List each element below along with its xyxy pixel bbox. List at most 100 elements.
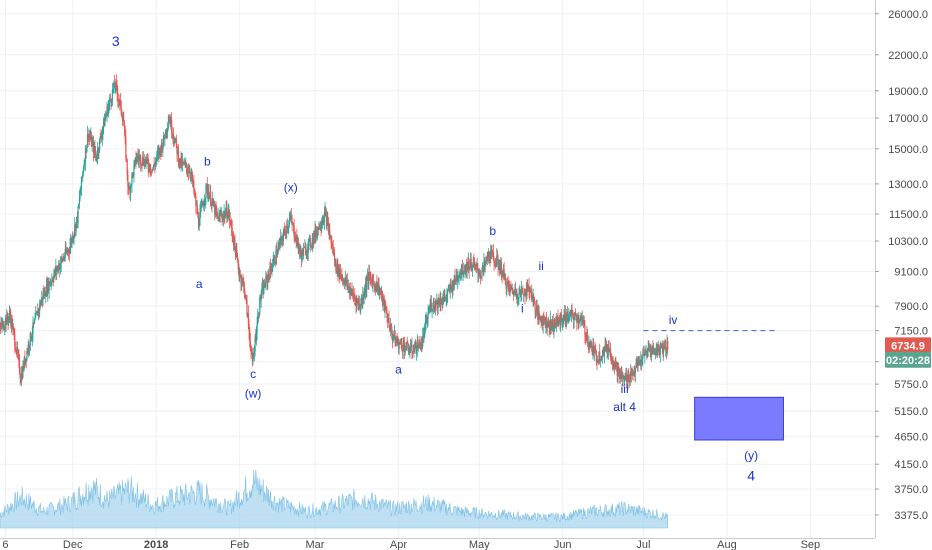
candle-body: [556, 316, 558, 318]
candle-body: [665, 347, 667, 349]
candle-body: [424, 326, 426, 337]
candle-body: [62, 257, 64, 261]
candle-body: [167, 122, 169, 129]
candle-body: [134, 157, 136, 161]
candle-body: [609, 348, 612, 357]
candle-body: [157, 150, 159, 154]
candle-body: [111, 100, 113, 103]
candle-body: [448, 287, 450, 290]
candle-body: [633, 371, 635, 374]
candle-body: [247, 313, 249, 324]
candle-body: [140, 164, 142, 166]
candle-body: [185, 163, 188, 168]
candle-body: [201, 202, 204, 205]
candle-body: [627, 371, 629, 383]
candle-body: [70, 240, 72, 244]
candle-body: [454, 275, 456, 281]
candle-body: [529, 291, 531, 293]
candle-body: [547, 321, 549, 327]
candle-body: [359, 307, 361, 311]
candle-body: [512, 288, 514, 293]
candle-body: [417, 342, 419, 348]
candle-body: [632, 371, 634, 375]
candle-body: [216, 211, 218, 213]
candle-body: [10, 318, 13, 326]
candle-body: [635, 362, 637, 368]
candle-body: [661, 346, 663, 348]
candle-body: [533, 298, 536, 302]
candle-body: [70, 240, 72, 247]
candle-body: [123, 125, 126, 130]
candle-body: [247, 313, 249, 316]
candle-body: [222, 217, 224, 220]
candle-body: [33, 320, 35, 324]
candle-body: [1, 323, 3, 327]
candle-body: [302, 249, 304, 256]
candle-body: [429, 304, 431, 311]
candle-body: [484, 260, 486, 265]
candle-body: [3, 328, 5, 330]
candle-body: [387, 318, 389, 322]
candle-body: [203, 202, 205, 207]
candle-body: [367, 274, 369, 282]
price-tick-label: 4150.0: [894, 459, 928, 471]
candle-body: [76, 216, 78, 223]
candle-body: [617, 366, 619, 376]
candle-body: [286, 225, 288, 234]
candle-body: [498, 264, 500, 268]
candle-body: [145, 159, 147, 164]
candle-body: [212, 198, 214, 202]
candle-body: [348, 286, 350, 293]
candle-body: [268, 275, 270, 279]
candle-body: [242, 279, 244, 282]
candle-body: [432, 308, 434, 311]
candle-body: [340, 275, 342, 277]
candle-body: [341, 276, 343, 279]
candle-body: [529, 289, 531, 293]
candle-body: [194, 193, 196, 196]
candle-body: [174, 139, 176, 143]
candle-body: [286, 225, 289, 230]
candle-body: [407, 343, 409, 349]
candle-body: [86, 134, 89, 146]
candle-body: [352, 292, 354, 297]
candle-body: [47, 281, 49, 294]
candle-body: [14, 346, 17, 351]
candle-body: [431, 310, 433, 312]
candle-body: [591, 347, 593, 355]
candle-body: [483, 261, 485, 268]
candle-body: [307, 242, 309, 253]
candle-body: [663, 345, 665, 353]
candle-body: [488, 251, 490, 258]
candle-body: [441, 303, 443, 304]
wave-label: (x): [284, 181, 298, 195]
candle-body: [269, 265, 271, 279]
candle-body: [24, 358, 27, 365]
candle-body: [179, 158, 181, 163]
candle-body: [628, 381, 630, 383]
candle-body: [401, 349, 404, 351]
candle-body: [294, 236, 296, 240]
candle-body: [336, 263, 338, 273]
candle-body: [575, 315, 577, 321]
candle-body: [97, 148, 99, 153]
candle-body: [446, 289, 449, 295]
candle-body: [366, 274, 369, 281]
candle-body: [256, 322, 258, 334]
candle-body: [584, 334, 587, 338]
candle-body: [266, 276, 268, 283]
candle-body: [604, 345, 606, 352]
candle-body: [6, 314, 9, 320]
candle-body: [53, 269, 56, 275]
candle-body: [131, 174, 133, 185]
candle-body: [37, 309, 39, 316]
candle-body: [420, 344, 422, 350]
candle-body: [302, 248, 305, 256]
candle-body: [624, 376, 626, 380]
candle-body: [223, 212, 225, 216]
candle-body: [289, 216, 291, 220]
candle-body: [399, 342, 401, 344]
candle-body: [14, 334, 16, 347]
candle-body: [43, 290, 46, 297]
